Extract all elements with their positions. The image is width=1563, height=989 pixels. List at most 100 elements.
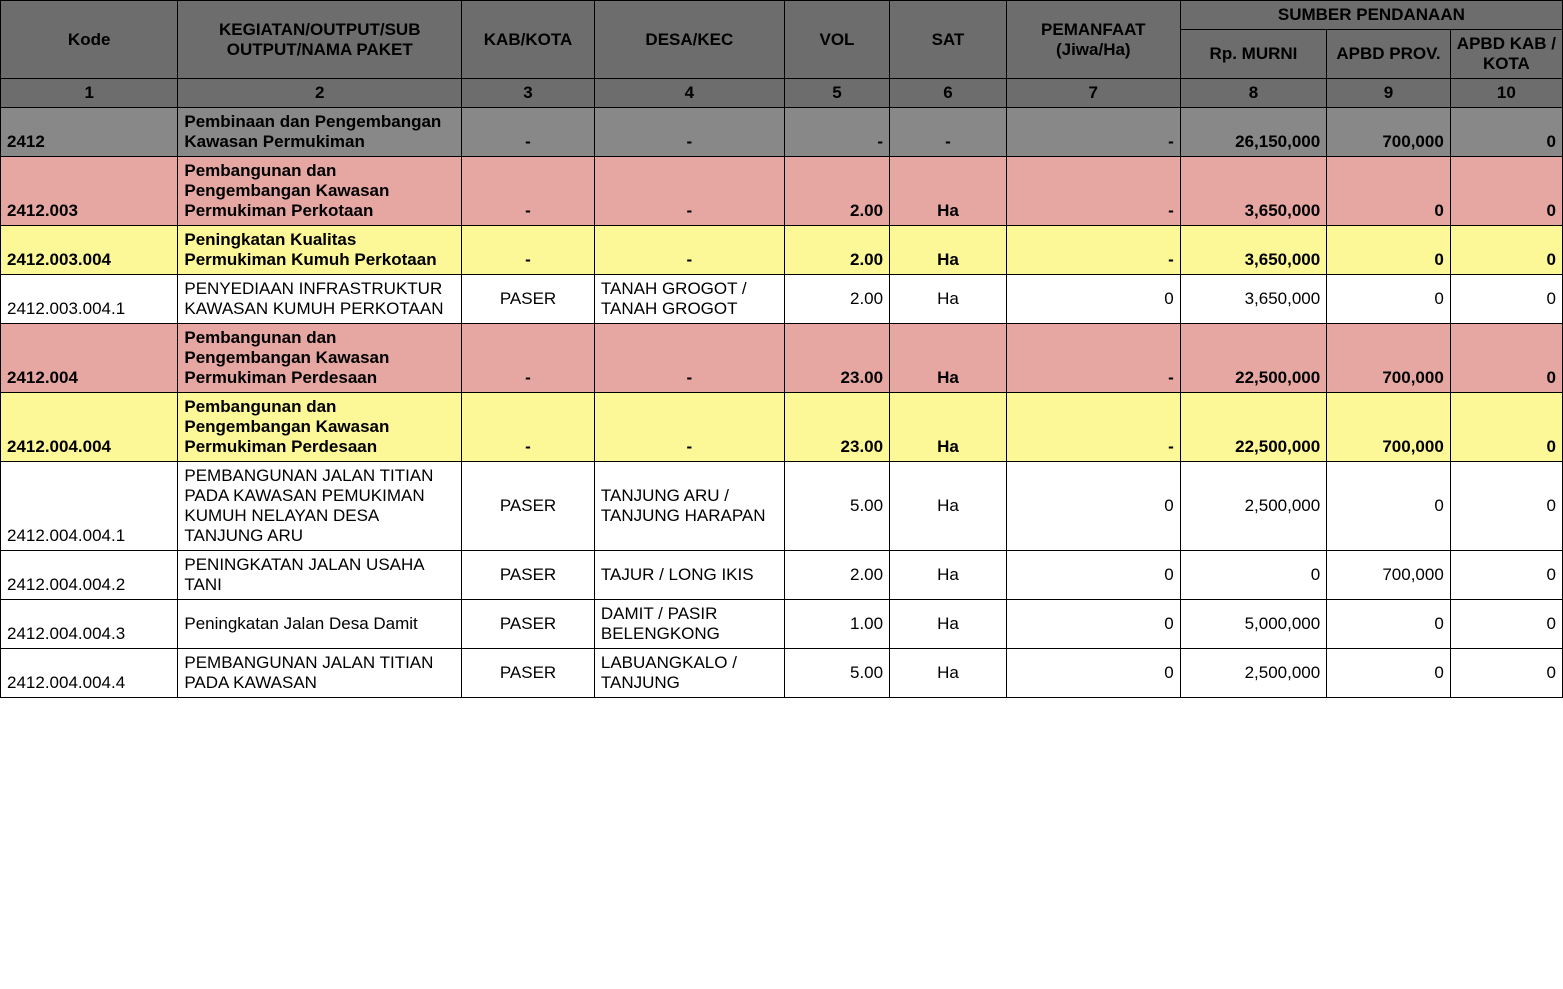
cell-rp-murni: 3,650,000 <box>1180 157 1326 226</box>
cell-sat: Ha <box>890 157 1007 226</box>
cell-pemanfaat: - <box>1006 108 1180 157</box>
cell-desa: TANJUNG ARU / TANJUNG HARAPAN <box>594 462 784 551</box>
colnum: 4 <box>594 79 784 108</box>
cell-apbd-prov: 700,000 <box>1327 324 1451 393</box>
cell-vol: 5.00 <box>784 462 889 551</box>
cell-kode: 2412.003.004 <box>1 226 178 275</box>
cell-apbd-prov: 700,000 <box>1327 551 1451 600</box>
cell-pemanfaat: - <box>1006 393 1180 462</box>
cell-apbd-prov: 0 <box>1327 275 1451 324</box>
cell-sat: Ha <box>890 649 1007 698</box>
table-row: 2412.004.004.2PENINGKATAN JALAN USAHA TA… <box>1 551 1563 600</box>
cell-kegiatan: PEMBANGUNAN JALAN TITIAN PADA KAWASAN PE… <box>178 462 462 551</box>
header-desa: DESA/KEC <box>594 1 784 79</box>
cell-sat: Ha <box>890 551 1007 600</box>
cell-vol: 2.00 <box>784 551 889 600</box>
cell-apbd-prov: 0 <box>1327 600 1451 649</box>
colnum: 2 <box>178 79 462 108</box>
cell-apbd-kab: 0 <box>1450 600 1562 649</box>
header-vol: VOL <box>784 1 889 79</box>
cell-kode: 2412.004.004 <box>1 393 178 462</box>
cell-pemanfaat: 0 <box>1006 275 1180 324</box>
cell-kegiatan: Peningkatan Jalan Desa Damit <box>178 600 462 649</box>
cell-kode: 2412.004.004.1 <box>1 462 178 551</box>
cell-apbd-kab: 0 <box>1450 462 1562 551</box>
table-row: 2412.003.004Peningkatan Kualitas Permuki… <box>1 226 1563 275</box>
cell-vol: 23.00 <box>784 324 889 393</box>
header-row-1: Kode KEGIATAN/OUTPUT/SUB OUTPUT/NAMA PAK… <box>1 1 1563 30</box>
cell-vol: 2.00 <box>784 275 889 324</box>
cell-sat: Ha <box>890 393 1007 462</box>
cell-pemanfaat: 0 <box>1006 551 1180 600</box>
cell-kegiatan: PENINGKATAN JALAN USAHA TANI <box>178 551 462 600</box>
cell-apbd-kab: 0 <box>1450 551 1562 600</box>
cell-kab: - <box>462 324 595 393</box>
cell-sat: Ha <box>890 324 1007 393</box>
cell-kode: 2412.003 <box>1 157 178 226</box>
header-apbd-kab: APBD KAB / KOTA <box>1450 30 1562 79</box>
cell-pemanfaat: 0 <box>1006 600 1180 649</box>
cell-apbd-prov: 0 <box>1327 649 1451 698</box>
cell-vol: - <box>784 108 889 157</box>
colnum: 5 <box>784 79 889 108</box>
cell-apbd-kab: 0 <box>1450 275 1562 324</box>
cell-pemanfaat: - <box>1006 226 1180 275</box>
colnum: 8 <box>1180 79 1326 108</box>
cell-desa: TAJUR / LONG IKIS <box>594 551 784 600</box>
table-row: 2412.004Pembangunan dan Pengembangan Kaw… <box>1 324 1563 393</box>
cell-kode: 2412.003.004.1 <box>1 275 178 324</box>
cell-rp-murni: 26,150,000 <box>1180 108 1326 157</box>
budget-table: Kode KEGIATAN/OUTPUT/SUB OUTPUT/NAMA PAK… <box>0 0 1563 698</box>
header-kegiatan: KEGIATAN/OUTPUT/SUB OUTPUT/NAMA PAKET <box>178 1 462 79</box>
cell-sat: Ha <box>890 226 1007 275</box>
cell-sat: Ha <box>890 275 1007 324</box>
colnum: 9 <box>1327 79 1451 108</box>
cell-kegiatan: PENYEDIAAN INFRASTRUKTUR KAWASAN KUMUH P… <box>178 275 462 324</box>
header-apbd-prov: APBD PROV. <box>1327 30 1451 79</box>
cell-kegiatan: PEMBANGUNAN JALAN TITIAN PADA KAWASAN <box>178 649 462 698</box>
cell-apbd-kab: 0 <box>1450 108 1562 157</box>
cell-kab: - <box>462 226 595 275</box>
cell-kab: PASER <box>462 649 595 698</box>
cell-vol: 23.00 <box>784 393 889 462</box>
cell-desa: - <box>594 324 784 393</box>
table-row: 2412.004.004.1PEMBANGUNAN JALAN TITIAN P… <box>1 462 1563 551</box>
cell-rp-murni: 2,500,000 <box>1180 462 1326 551</box>
cell-pemanfaat: 0 <box>1006 649 1180 698</box>
cell-desa: - <box>594 226 784 275</box>
header-kab: KAB/KOTA <box>462 1 595 79</box>
cell-rp-murni: 22,500,000 <box>1180 324 1326 393</box>
cell-apbd-kab: 0 <box>1450 226 1562 275</box>
header-kode: Kode <box>1 1 178 79</box>
cell-kegiatan: Peningkatan Kualitas Permukiman Kumuh Pe… <box>178 226 462 275</box>
table-body: 2412Pembinaan dan Pengembangan Kawasan P… <box>1 108 1563 698</box>
cell-desa: - <box>594 108 784 157</box>
table-row: 2412.004.004.4PEMBANGUNAN JALAN TITIAN P… <box>1 649 1563 698</box>
cell-rp-murni: 22,500,000 <box>1180 393 1326 462</box>
cell-apbd-prov: 700,000 <box>1327 108 1451 157</box>
colnum: 1 <box>1 79 178 108</box>
cell-kab: - <box>462 157 595 226</box>
colnum: 7 <box>1006 79 1180 108</box>
cell-kegiatan: Pembangunan dan Pengembangan Kawasan Per… <box>178 157 462 226</box>
cell-vol: 2.00 <box>784 157 889 226</box>
cell-kode: 2412.004.004.3 <box>1 600 178 649</box>
cell-apbd-kab: 0 <box>1450 324 1562 393</box>
cell-kegiatan: Pembinaan dan Pengembangan Kawasan Permu… <box>178 108 462 157</box>
cell-kab: PASER <box>462 275 595 324</box>
cell-kegiatan: Pembangunan dan Pengembangan Kawasan Per… <box>178 393 462 462</box>
cell-sat: - <box>890 108 1007 157</box>
colnum: 6 <box>890 79 1007 108</box>
table-row: 2412.004.004.3Peningkatan Jalan Desa Dam… <box>1 600 1563 649</box>
header-pemanfaat: PEMANFAAT (Jiwa/Ha) <box>1006 1 1180 79</box>
cell-desa: - <box>594 157 784 226</box>
cell-apbd-prov: 0 <box>1327 462 1451 551</box>
cell-sat: Ha <box>890 462 1007 551</box>
header-sat: SAT <box>890 1 1007 79</box>
cell-kegiatan: Pembangunan dan Pengembangan Kawasan Per… <box>178 324 462 393</box>
colnum: 3 <box>462 79 595 108</box>
cell-kode: 2412 <box>1 108 178 157</box>
cell-kab: PASER <box>462 600 595 649</box>
cell-vol: 2.00 <box>784 226 889 275</box>
cell-apbd-kab: 0 <box>1450 157 1562 226</box>
